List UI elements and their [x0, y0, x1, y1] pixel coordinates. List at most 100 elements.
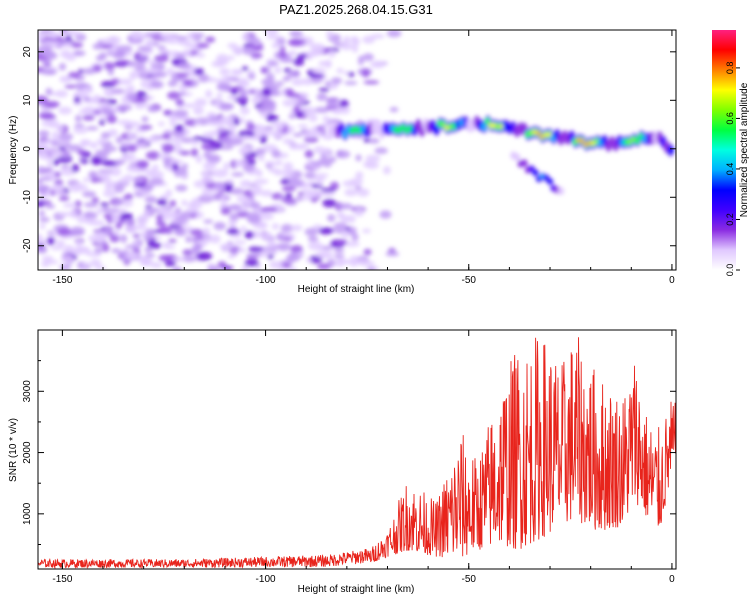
- noise-blob: [172, 257, 186, 262]
- noise-blob: [192, 136, 206, 141]
- noise-blob: [144, 196, 158, 204]
- noise-blob: [76, 215, 88, 224]
- noise-blob: [308, 255, 323, 264]
- noise-blob: [318, 227, 333, 235]
- noise-blob: [287, 38, 303, 47]
- noise-blob: [102, 243, 110, 253]
- noise-blob: [100, 43, 114, 49]
- noise-blob: [201, 143, 214, 150]
- noise-blob: [297, 124, 308, 129]
- noise-blob: [150, 262, 162, 269]
- noise-blob: [267, 60, 279, 67]
- noise-blob: [100, 132, 111, 139]
- noise-blob: [383, 166, 391, 175]
- noise-blob: [45, 87, 53, 96]
- noise-blob: [39, 223, 46, 230]
- ridge-cell: [546, 178, 554, 185]
- noise-blob: [238, 247, 247, 253]
- noise-blob: [233, 240, 247, 245]
- noise-blob: [214, 182, 227, 190]
- noise-blob: [278, 51, 287, 58]
- noise-blob: [38, 130, 50, 137]
- noise-blob: [311, 125, 318, 132]
- noise-blob: [109, 167, 122, 177]
- noise-blob: [101, 172, 111, 180]
- noise-blob: [116, 45, 133, 53]
- noise-blob: [363, 80, 380, 85]
- noise-blob: [208, 115, 218, 123]
- noise-blob: [275, 159, 283, 166]
- noise-blob: [189, 229, 204, 236]
- noise-blob: [326, 99, 338, 108]
- colorbar-tick-label: 0.2: [725, 213, 735, 226]
- noise-blob: [205, 36, 216, 43]
- noise-blob: [353, 259, 369, 265]
- noise-blob: [168, 211, 178, 218]
- noise-blob: [227, 124, 237, 133]
- noise-blob: [143, 68, 160, 74]
- noise-blob: [224, 184, 233, 193]
- noise-blob: [319, 127, 327, 136]
- noise-blob: [247, 131, 255, 137]
- noise-blob: [389, 106, 399, 113]
- noise-blob: [91, 197, 100, 203]
- noise-blob: [195, 52, 206, 58]
- noise-blob: [162, 132, 171, 140]
- noise-blob: [88, 170, 98, 179]
- noise-blob: [145, 151, 161, 160]
- noise-blob: [107, 68, 114, 76]
- noise-blob: [156, 198, 168, 206]
- noise-blob: [57, 227, 72, 237]
- noise-blob: [269, 260, 283, 269]
- noise-blob: [177, 39, 192, 46]
- snr-y-label: SNR (10 * v/v): [8, 418, 19, 482]
- noise-blob: [181, 211, 192, 216]
- noise-blob: [43, 41, 60, 47]
- noise-blob: [50, 149, 64, 158]
- noise-blob: [286, 70, 301, 78]
- snr-x-label: Height of straight line (km): [298, 584, 415, 595]
- noise-blob: [175, 99, 184, 105]
- noise-blob: [90, 178, 100, 183]
- noise-blob: [261, 130, 274, 136]
- noise-blob: [144, 246, 153, 253]
- noise-blob: [120, 155, 132, 161]
- noise-blob: [113, 184, 125, 193]
- noise-blob: [95, 149, 111, 157]
- noise-blob: [98, 119, 106, 126]
- noise-blob: [163, 109, 173, 115]
- noise-blob: [165, 244, 176, 250]
- spectrogram-y-tick-label: -10: [22, 190, 33, 205]
- noise-blob: [177, 62, 192, 70]
- noise-blob: [193, 106, 204, 116]
- noise-blob: [101, 160, 117, 166]
- noise-blob: [314, 252, 328, 258]
- noise-blob: [157, 45, 166, 50]
- noise-blob: [314, 173, 329, 178]
- noise-blob: [82, 106, 96, 115]
- noise-blob: [47, 236, 55, 246]
- noise-blob: [65, 52, 77, 62]
- noise-blob: [322, 115, 331, 122]
- noise-blob: [336, 68, 344, 74]
- noise-blob: [344, 241, 360, 247]
- noise-blob: [39, 216, 50, 223]
- spectrogram-axes: -150 -100 -50 0 20 10 0 -10 -20: [22, 30, 676, 286]
- noise-blob: [104, 208, 120, 213]
- noise-blob: [281, 263, 292, 269]
- noise-blob: [124, 244, 139, 249]
- noise-blob: [39, 147, 54, 153]
- noise-blob: [361, 68, 370, 78]
- noise-blob: [225, 179, 234, 185]
- noise-blob: [201, 171, 210, 177]
- figure-title: PAZ1.2025.268.04.15.G31: [279, 2, 433, 17]
- noise-blob: [267, 239, 276, 249]
- noise-blob: [224, 196, 231, 201]
- noise-blob: [324, 80, 332, 88]
- noise-blob: [354, 208, 365, 217]
- noise-blob: [264, 30, 279, 36]
- noise-blob: [97, 169, 114, 174]
- noise-blob: [253, 88, 262, 94]
- noise-blob: [244, 259, 259, 267]
- noise-blob: [370, 33, 385, 39]
